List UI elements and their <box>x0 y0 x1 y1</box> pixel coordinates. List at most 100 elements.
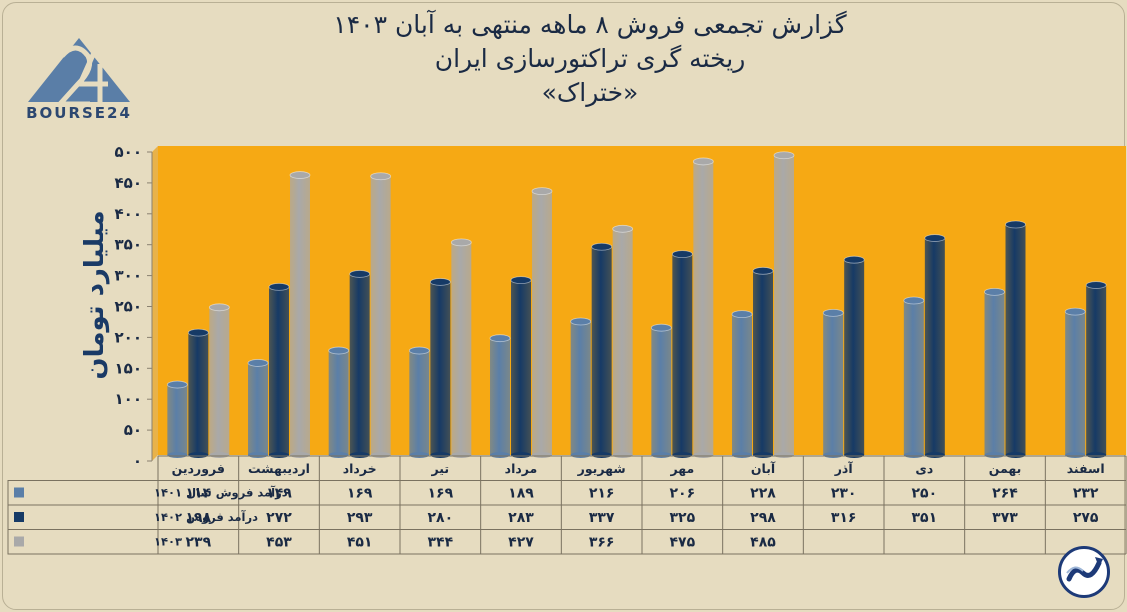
bar-base <box>1065 452 1086 458</box>
bar-cap <box>408 346 430 355</box>
bar-base <box>591 452 612 458</box>
bar-base <box>511 452 531 458</box>
bar-cap <box>984 287 1005 296</box>
bar-base <box>328 452 349 458</box>
bar-1403 <box>290 175 310 455</box>
data-label: ۱۶۹ <box>428 486 454 502</box>
bar-cap <box>731 310 753 318</box>
bar-1402 <box>844 259 865 455</box>
bar-1401 <box>823 312 844 455</box>
y-tick-label: ۳۵۰ <box>115 236 142 254</box>
bar-base <box>290 452 310 458</box>
bar-cap <box>268 283 290 291</box>
bar-1402 <box>591 246 612 455</box>
bar-1402 <box>672 254 693 455</box>
bar-1402 <box>269 286 289 455</box>
bar-base <box>984 452 1005 458</box>
bar-base <box>844 452 865 458</box>
data-label: ۱۸۹ <box>508 486 534 502</box>
bar-1402 <box>753 270 773 455</box>
bar-1401 <box>409 350 430 455</box>
bar-1402 <box>430 281 451 455</box>
bar-cap <box>612 224 634 233</box>
bar-cap <box>208 303 230 312</box>
bar-base <box>1086 452 1107 458</box>
legend-swatch <box>14 536 24 547</box>
bar-base <box>732 452 752 458</box>
bar-cap <box>289 171 311 179</box>
bar-1401 <box>732 314 752 455</box>
legend-swatch <box>14 512 24 522</box>
bar-base <box>774 452 794 458</box>
y-tick-label: ۴۰۰ <box>115 205 142 223</box>
y-tick-label: ۵۰ <box>124 421 142 439</box>
data-label: ۲۸۳ <box>508 510 534 526</box>
title-line-2: ریخته گری تراکتورسازی ایران <box>434 44 746 73</box>
legend-label: ۱۴۰۳ <box>154 535 182 549</box>
bar-base <box>451 452 472 458</box>
y-axis-title: میلیارد تومان <box>80 210 110 379</box>
bar-base <box>269 452 289 458</box>
bar-1403 <box>370 176 391 456</box>
bar-1401 <box>1065 311 1086 455</box>
bar-1401 <box>984 291 1005 455</box>
bar-cap <box>591 242 613 251</box>
bar-base <box>248 452 268 458</box>
y-tick-label: ۲۵۰ <box>115 298 142 316</box>
bar-base <box>672 452 693 458</box>
bar-1402 <box>1005 224 1026 455</box>
data-label: ۴۵۳ <box>266 535 292 551</box>
data-label: ۲۰۶ <box>670 486 696 502</box>
logo-text: BOURSE24 <box>26 104 132 122</box>
bar-cap <box>1005 220 1026 229</box>
bar-base <box>209 452 230 458</box>
bar-1403 <box>532 191 552 455</box>
data-label: ۲۱۶ <box>589 486 615 502</box>
bar-cap <box>349 270 371 278</box>
data-label: ۳۵۱ <box>912 510 938 526</box>
bar-1402 <box>1086 285 1107 455</box>
category-label: فروردین <box>172 461 225 476</box>
bar-1401 <box>903 300 924 455</box>
bar-cap <box>370 172 392 181</box>
bar-1401 <box>167 384 188 455</box>
chart-title: گزارش تجمعی فروش ۸ ماهه منتهی به آبان ۱۴… <box>300 8 880 110</box>
data-label: ۳۷۳ <box>992 510 1018 526</box>
bar-1402 <box>924 238 945 455</box>
bar-cap <box>531 187 553 196</box>
category-label: شهریور <box>577 461 626 476</box>
bar-1403 <box>612 228 633 455</box>
data-label: ۲۵۰ <box>912 486 938 502</box>
bar-base <box>490 452 510 458</box>
category-label: اسفند <box>1067 461 1105 476</box>
category-label: اردیبهشت <box>248 461 310 476</box>
category-label: تیر <box>431 461 450 476</box>
y-tick-label: ۱۵۰ <box>115 359 142 377</box>
bar-cap <box>822 308 844 317</box>
bar-1401 <box>328 350 349 455</box>
data-label: ۱۴۹ <box>266 486 292 502</box>
data-label: ۱۱۴ <box>186 486 212 502</box>
bar-1403 <box>693 161 714 455</box>
bar-cap <box>773 151 795 160</box>
legend-col-border <box>7 480 159 555</box>
bar-base <box>570 452 591 458</box>
bar-base <box>903 452 924 458</box>
bar-1402 <box>511 280 531 455</box>
data-label: ۲۳۰ <box>831 486 857 502</box>
bar-base <box>370 452 391 458</box>
bar-base <box>753 452 773 458</box>
y-tick-label: ۴۵۰ <box>115 174 142 192</box>
category-label: آبان <box>751 461 776 476</box>
bar-cap <box>429 278 451 286</box>
data-label: ۲۳۲ <box>1073 486 1099 502</box>
y-tick-label: ۲۰۰ <box>115 328 142 346</box>
bar-cap <box>247 359 269 367</box>
bar-1401 <box>490 338 510 455</box>
data-label: ۴۷۵ <box>670 535 696 551</box>
data-label: ۲۹۳ <box>347 510 373 526</box>
bar-cap <box>166 380 188 389</box>
data-label: ۳۶۶ <box>589 535 615 551</box>
bar-cap <box>187 328 209 337</box>
bar-base <box>823 452 844 458</box>
